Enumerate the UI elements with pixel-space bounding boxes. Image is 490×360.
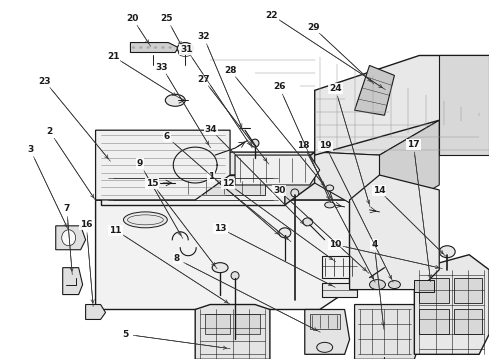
Polygon shape <box>349 175 439 289</box>
Text: 1: 1 <box>208 172 214 181</box>
Polygon shape <box>96 175 379 200</box>
Polygon shape <box>305 310 349 354</box>
Text: 31: 31 <box>180 45 193 54</box>
Ellipse shape <box>154 46 157 49</box>
Polygon shape <box>96 130 230 200</box>
Ellipse shape <box>169 46 172 49</box>
Polygon shape <box>130 42 178 53</box>
Polygon shape <box>195 305 270 359</box>
Text: 34: 34 <box>204 125 217 134</box>
Text: 3: 3 <box>27 145 33 154</box>
Polygon shape <box>439 55 489 155</box>
Text: 18: 18 <box>297 141 310 150</box>
Polygon shape <box>315 120 439 155</box>
Ellipse shape <box>132 46 135 49</box>
Text: 17: 17 <box>407 140 420 149</box>
Bar <box>454 310 482 334</box>
Text: 21: 21 <box>107 52 120 61</box>
Text: 22: 22 <box>266 10 278 19</box>
Text: 27: 27 <box>197 75 210 84</box>
Text: 9: 9 <box>137 159 143 168</box>
Text: 19: 19 <box>319 141 332 150</box>
Text: 28: 28 <box>224 66 237 75</box>
Text: 26: 26 <box>273 82 285 91</box>
Ellipse shape <box>165 94 185 106</box>
Polygon shape <box>100 175 285 205</box>
Polygon shape <box>86 305 105 319</box>
Text: 14: 14 <box>373 186 386 195</box>
Ellipse shape <box>279 228 291 238</box>
Text: 8: 8 <box>173 255 180 264</box>
Polygon shape <box>379 120 439 220</box>
Ellipse shape <box>326 185 334 191</box>
Ellipse shape <box>317 342 333 352</box>
Bar <box>454 278 482 302</box>
Text: 24: 24 <box>329 84 342 93</box>
Polygon shape <box>415 255 489 354</box>
Text: 25: 25 <box>161 14 173 23</box>
Polygon shape <box>315 152 379 220</box>
Text: 16: 16 <box>80 220 93 229</box>
Polygon shape <box>315 55 489 155</box>
Bar <box>419 278 449 302</box>
Text: 7: 7 <box>64 204 70 213</box>
Polygon shape <box>63 268 83 294</box>
Polygon shape <box>56 226 86 250</box>
Ellipse shape <box>62 230 75 246</box>
Ellipse shape <box>439 246 455 258</box>
Text: 5: 5 <box>122 330 128 339</box>
Text: 30: 30 <box>273 186 285 195</box>
Text: 23: 23 <box>39 77 51 86</box>
Polygon shape <box>349 175 379 289</box>
Ellipse shape <box>359 207 370 213</box>
Bar <box>185 180 265 195</box>
Polygon shape <box>355 66 394 115</box>
Ellipse shape <box>147 46 149 49</box>
Polygon shape <box>225 343 248 354</box>
Polygon shape <box>235 155 319 185</box>
Bar <box>322 256 357 278</box>
Bar <box>419 310 449 334</box>
Text: 6: 6 <box>164 132 170 141</box>
Text: 13: 13 <box>214 224 227 233</box>
Text: 20: 20 <box>126 14 139 23</box>
Text: 32: 32 <box>197 32 210 41</box>
Polygon shape <box>96 200 349 310</box>
Polygon shape <box>355 305 419 359</box>
Bar <box>310 315 340 329</box>
Ellipse shape <box>139 46 142 49</box>
Ellipse shape <box>251 139 259 147</box>
Ellipse shape <box>364 276 375 284</box>
Text: 2: 2 <box>47 127 53 136</box>
Ellipse shape <box>291 189 299 197</box>
Text: 10: 10 <box>329 240 342 249</box>
Ellipse shape <box>231 272 239 280</box>
Ellipse shape <box>369 280 386 289</box>
Bar <box>235 315 260 334</box>
Bar <box>322 283 357 297</box>
Ellipse shape <box>161 46 165 49</box>
Text: 33: 33 <box>156 63 168 72</box>
Ellipse shape <box>325 202 335 208</box>
Polygon shape <box>285 152 315 205</box>
Text: 12: 12 <box>221 179 234 188</box>
Text: 11: 11 <box>109 226 122 235</box>
Ellipse shape <box>389 280 400 289</box>
Bar <box>205 315 230 334</box>
Text: 29: 29 <box>307 23 319 32</box>
Ellipse shape <box>212 263 228 273</box>
Text: 15: 15 <box>146 179 158 188</box>
Bar <box>415 280 434 292</box>
Text: 4: 4 <box>371 240 377 249</box>
Polygon shape <box>100 152 315 175</box>
Ellipse shape <box>303 218 313 226</box>
Ellipse shape <box>177 42 193 54</box>
Ellipse shape <box>123 212 167 228</box>
